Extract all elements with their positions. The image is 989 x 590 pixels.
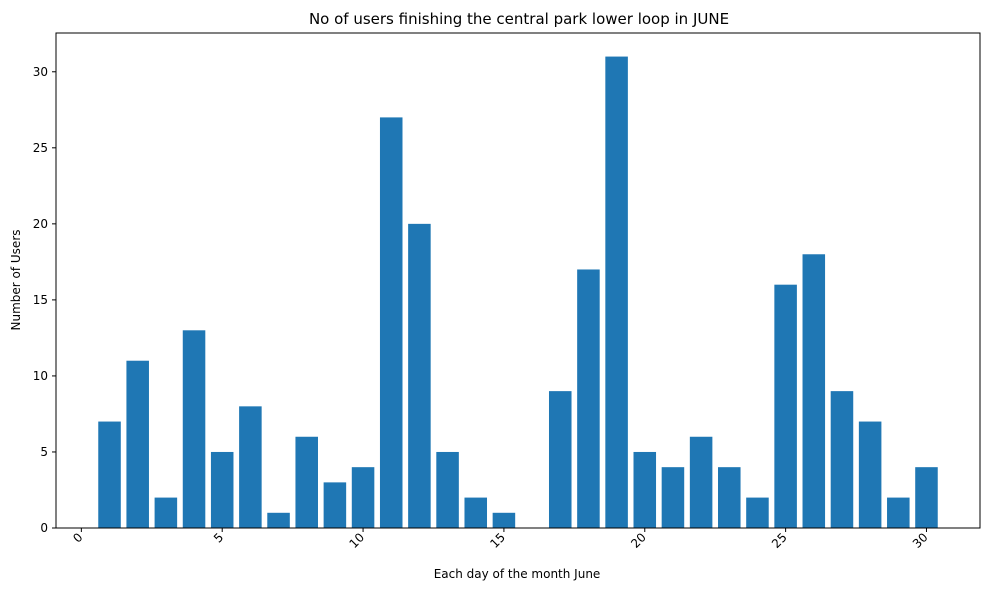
- bar-day-8: [295, 436, 318, 528]
- bar-day-29: [887, 497, 910, 528]
- bar-day-26: [802, 254, 826, 529]
- bar-day-24: [746, 497, 769, 528]
- bar-day-21: [661, 467, 685, 528]
- y-tick-label-5: 5: [40, 445, 48, 459]
- x-tick-label-10: 10: [346, 530, 367, 551]
- x-tick-label-0: 0: [70, 530, 85, 545]
- bar-day-13: [436, 451, 459, 528]
- bar-day-18: [577, 269, 600, 528]
- bar-day-27: [830, 391, 854, 528]
- bar-day-23: [718, 467, 741, 528]
- chart-title: No of users finishing the central park l…: [309, 10, 729, 28]
- y-tick-label-25: 25: [33, 141, 48, 155]
- bar-day-10: [351, 467, 375, 528]
- y-tick-label-30: 30: [33, 65, 48, 79]
- bar-day-20: [633, 451, 657, 528]
- bar-day-22: [689, 436, 713, 528]
- x-axis-label: Each day of the month June: [434, 567, 601, 581]
- x-tick-label-25: 25: [769, 530, 790, 551]
- bar-day-25: [774, 284, 797, 528]
- bar-day-1: [98, 421, 121, 528]
- bar-day-15: [492, 512, 516, 528]
- y-tick-label-0: 0: [40, 521, 48, 535]
- bar-day-2: [126, 360, 149, 528]
- x-tick-label-15: 15: [487, 530, 508, 551]
- x-tick-label-5: 5: [211, 530, 226, 545]
- bar-day-14: [464, 497, 488, 528]
- bar-day-9: [323, 482, 347, 528]
- bar-day-7: [267, 512, 290, 528]
- x-tick-label-20: 20: [628, 530, 649, 551]
- bar-day-12: [408, 223, 431, 528]
- bar-day-3: [154, 497, 178, 528]
- plot-frame: [55, 32, 981, 529]
- bar-day-17: [548, 391, 572, 528]
- bar-day-4: [182, 330, 206, 528]
- bar-day-6: [239, 406, 262, 528]
- x-tick-label-30: 30: [910, 530, 931, 551]
- bar-day-28: [858, 421, 882, 528]
- bar-day-5: [210, 451, 234, 528]
- bar-day-19: [605, 56, 628, 528]
- plot-area: 0 5 10 15 20 25 30 0 5 10 15 20 25 30: [33, 32, 981, 551]
- y-axis-label: Number of Users: [9, 229, 23, 330]
- bar-day-30: [915, 467, 938, 528]
- y-tick-label-10: 10: [33, 369, 48, 383]
- bar-day-11: [379, 117, 403, 528]
- y-tick-label-15: 15: [33, 293, 48, 307]
- y-tick-label-20: 20: [33, 217, 48, 231]
